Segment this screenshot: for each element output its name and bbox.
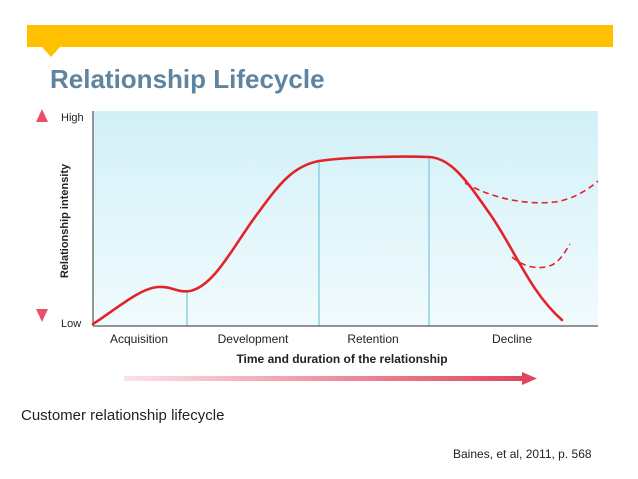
lifecycle-curve [91, 155, 564, 326]
plot-area [93, 111, 598, 326]
stage-label-development: Development [218, 332, 289, 346]
x-axis-label: Time and duration of the relationship [236, 352, 447, 366]
stage-label-retention: Retention [347, 332, 398, 346]
y-arrowhead-down [36, 309, 48, 322]
banner-notch [42, 47, 60, 57]
citation: Baines, et al, 2011, p. 568 [453, 447, 592, 461]
y-axis-label: Relationship intensity [59, 163, 71, 278]
stage-label-acquisition: Acquisition [110, 332, 168, 346]
lifecycle-diagram: Relationship intensity High Low Acquisit… [36, 109, 599, 385]
y-arrowhead-up [36, 109, 48, 122]
x-arrowhead [522, 372, 537, 385]
figure-caption: Customer relationship lifecycle [21, 407, 225, 424]
y-low-label: Low [61, 318, 81, 330]
slide-title: Relationship Lifecycle [50, 64, 325, 94]
header-banner [27, 25, 613, 47]
y-high-label: High [61, 112, 84, 124]
x-axis-arrow [124, 376, 524, 381]
decline-recovery-dashed-low [511, 243, 571, 269]
decline-recovery-dashed-high [464, 180, 599, 204]
stage-label-decline: Decline [492, 332, 532, 346]
